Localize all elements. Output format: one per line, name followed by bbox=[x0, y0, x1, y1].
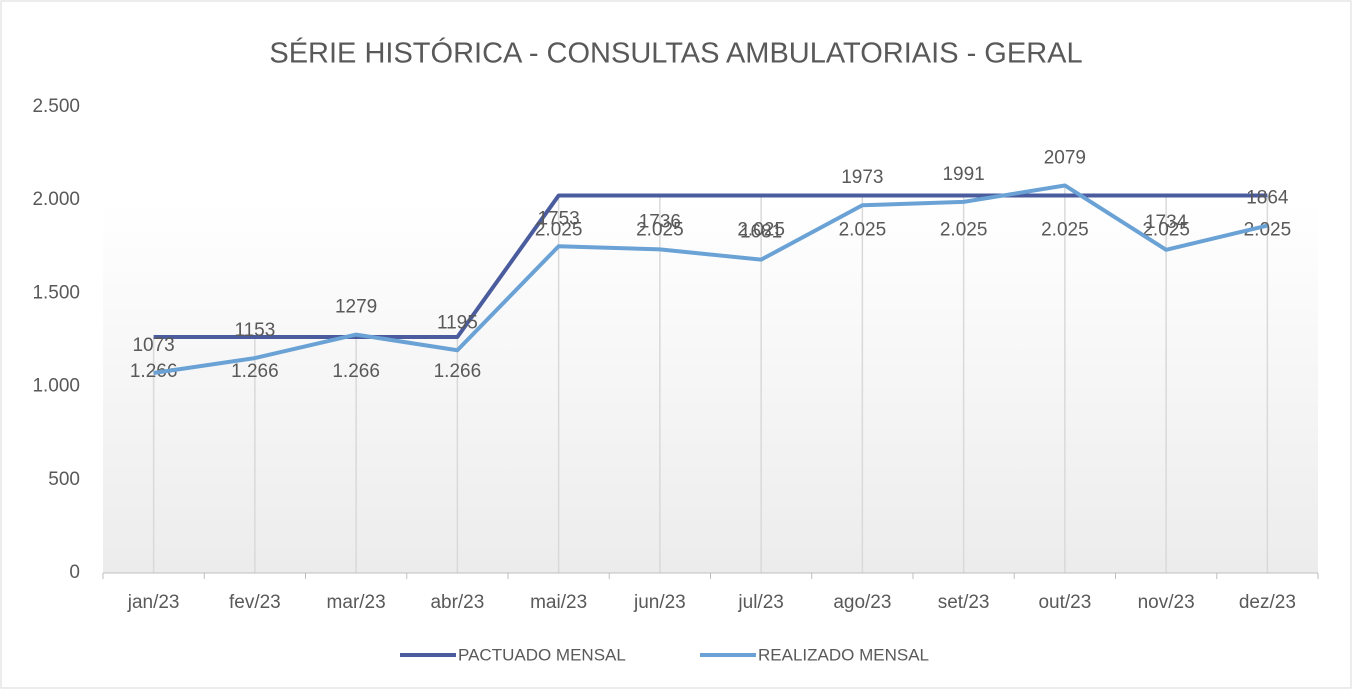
data-label: 1736 bbox=[639, 211, 681, 232]
x-tick-label: out/23 bbox=[1038, 592, 1091, 613]
y-tick-label: 1.000 bbox=[32, 376, 80, 397]
y-tick-label: 2.500 bbox=[32, 96, 80, 117]
x-tick-label: abr/23 bbox=[430, 592, 484, 613]
data-label: 1.266 bbox=[434, 361, 482, 382]
data-label: 2.025 bbox=[1244, 220, 1292, 241]
data-label: 2.025 bbox=[737, 220, 785, 241]
x-tick-label: mai/23 bbox=[530, 592, 587, 613]
plot-background bbox=[103, 200, 1318, 573]
data-label: 1153 bbox=[234, 320, 275, 341]
data-label: 1.266 bbox=[231, 361, 279, 382]
data-label: 2.025 bbox=[940, 220, 988, 241]
data-label: 2.025 bbox=[1142, 220, 1190, 241]
x-tick-label: fev/23 bbox=[229, 592, 281, 613]
y-tick-label: 0 bbox=[69, 562, 80, 583]
y-tick-label: 2.000 bbox=[32, 189, 80, 210]
data-label: 1681 bbox=[740, 222, 782, 243]
x-tick-label: ago/23 bbox=[833, 592, 891, 613]
chart-title: SÉRIE HISTÓRICA - CONSULTAS AMBULATORIAI… bbox=[269, 37, 1082, 70]
data-label: 1.266 bbox=[332, 361, 380, 382]
x-tick-label: nov/23 bbox=[1138, 592, 1195, 613]
x-tick-label: jan/23 bbox=[127, 592, 180, 613]
data-label: 2.025 bbox=[839, 220, 887, 241]
data-label: 1973 bbox=[841, 167, 883, 188]
data-label: 1279 bbox=[335, 297, 377, 318]
data-label: 2079 bbox=[1044, 147, 1086, 168]
y-tick-label: 1.500 bbox=[32, 282, 80, 303]
y-tick-label: 500 bbox=[48, 469, 80, 490]
legend-label: REALIZADO MENSAL bbox=[758, 645, 929, 664]
x-tick-label: dez/23 bbox=[1239, 592, 1296, 613]
data-label: 1991 bbox=[942, 164, 984, 185]
data-label: 1073 bbox=[132, 335, 174, 356]
x-tick-label: jun/23 bbox=[633, 592, 686, 613]
data-label: 2.025 bbox=[535, 220, 583, 241]
x-tick-label: mar/23 bbox=[327, 592, 386, 613]
series-line bbox=[153, 183, 1268, 375]
data-label: 1734 bbox=[1145, 212, 1188, 233]
data-label: 1195 bbox=[437, 312, 478, 333]
data-label: 1753 bbox=[537, 208, 579, 229]
x-tick-label: jul/23 bbox=[737, 592, 783, 613]
legend-label: PACTUADO MENSAL bbox=[458, 645, 626, 664]
data-label: 2.025 bbox=[1041, 220, 1089, 241]
data-label: 2.025 bbox=[636, 220, 684, 241]
x-tick-label: set/23 bbox=[938, 592, 990, 613]
data-label: 1864 bbox=[1246, 188, 1289, 209]
